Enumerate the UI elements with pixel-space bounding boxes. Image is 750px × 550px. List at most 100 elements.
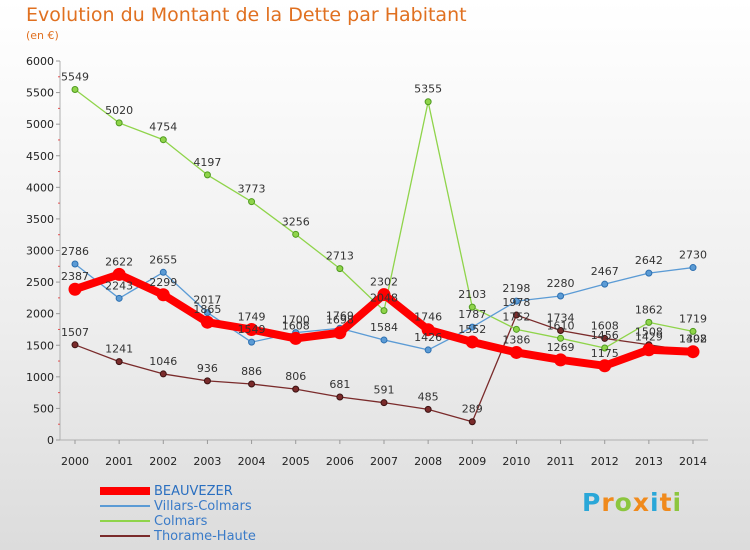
data-point [248,198,256,206]
legend-swatch [100,535,150,537]
x-tick-label: 2014 [679,455,707,468]
logo-letter: r [601,488,615,517]
data-point [115,119,123,127]
x-tick-label: 2000 [61,455,89,468]
data-point [645,318,653,326]
data-label: 2048 [370,292,398,305]
legend-label: Thorame-Haute [154,529,256,544]
data-label: 1787 [458,308,486,321]
y-tick-label: 4000 [26,181,54,194]
x-tick-label: 2011 [547,455,575,468]
data-label: 1549 [238,323,266,336]
data-point [557,292,565,300]
data-point [465,335,479,349]
x-tick-label: 2005 [282,455,310,468]
data-point [159,370,167,378]
data-label: 1508 [635,326,663,339]
x-tick-label: 2004 [238,455,266,468]
data-point [512,325,520,333]
data-point [509,345,523,359]
data-label: 1734 [547,311,575,324]
data-label: 591 [374,384,395,397]
y-tick-label: 2000 [26,308,54,321]
chart-title: Evolution du Montant de la Dette par Hab… [26,4,467,26]
data-label: 1269 [547,341,575,354]
data-point [645,269,653,277]
series-thorame-haute [71,311,697,426]
legend-item: Villars-Colmars [100,499,360,514]
data-point [689,327,697,335]
data-label: 1386 [502,333,530,346]
logo-letter: t [659,488,673,517]
data-label: 936 [197,362,218,375]
data-label: 1429 [635,331,663,344]
data-point [115,294,123,302]
logo-letter: i [650,488,660,517]
data-point [336,393,344,401]
y-tick-label: 0 [47,434,54,447]
data-point [203,309,211,317]
data-point [156,288,170,302]
data-label: 2730 [679,249,707,262]
logo-letter: o [614,488,633,517]
data-point [200,315,214,329]
data-point [68,282,82,296]
data-point [203,377,211,385]
legend-swatch [100,487,150,495]
data-label: 3256 [282,215,310,228]
y-tick-label: 1500 [26,339,54,352]
data-point [112,267,126,281]
data-point [601,344,609,352]
proxiti-logo: Proxiti [582,488,682,517]
logo-letter: i [672,488,683,517]
data-point [71,85,79,93]
data-label: 1456 [591,329,619,342]
data-label: 1978 [502,296,530,309]
data-point [203,171,211,179]
data-point [468,418,476,426]
data-point [424,405,432,413]
x-tick-label: 2002 [149,455,177,468]
y-tick-label: 1000 [26,371,54,384]
series-villars-colmars [71,260,697,354]
data-label: 2387 [61,270,89,283]
data-label: 1175 [591,347,619,360]
data-label: 1241 [105,343,133,356]
data-point [159,268,167,276]
legend-item: Colmars [100,514,360,529]
data-point [557,326,565,334]
data-point [159,136,167,144]
data-point [380,307,388,315]
legend-label: Villars-Colmars [154,499,252,514]
legend-label: BEAUVEZER [154,484,233,499]
data-label: 2655 [149,253,177,266]
data-point [424,98,432,106]
data-label: 1769 [326,309,354,322]
data-label: 2299 [149,276,177,289]
x-tick-label: 2003 [193,455,221,468]
data-point [689,264,697,272]
data-point [71,260,79,268]
data-label: 886 [241,365,262,378]
x-tick-label: 2008 [414,455,442,468]
data-point [336,265,344,273]
legend-swatch [100,520,150,522]
data-label: 2280 [547,277,575,290]
data-label: 1046 [149,355,177,368]
y-tick-label: 500 [33,402,54,415]
data-label: 2642 [635,254,663,267]
data-point [512,311,520,319]
data-label: 1698 [326,314,354,327]
data-label: 2243 [105,279,133,292]
data-label: 2467 [591,265,619,278]
data-point [598,359,612,373]
y-tick-label: 3500 [26,213,54,226]
data-point [380,336,388,344]
chart-subtitle: (en €) [26,29,59,42]
data-label: 1610 [547,319,575,332]
logo-letter: x [632,488,650,517]
data-label: 1552 [458,323,486,336]
data-label: 485 [418,390,439,403]
data-label: 3773 [238,183,266,196]
